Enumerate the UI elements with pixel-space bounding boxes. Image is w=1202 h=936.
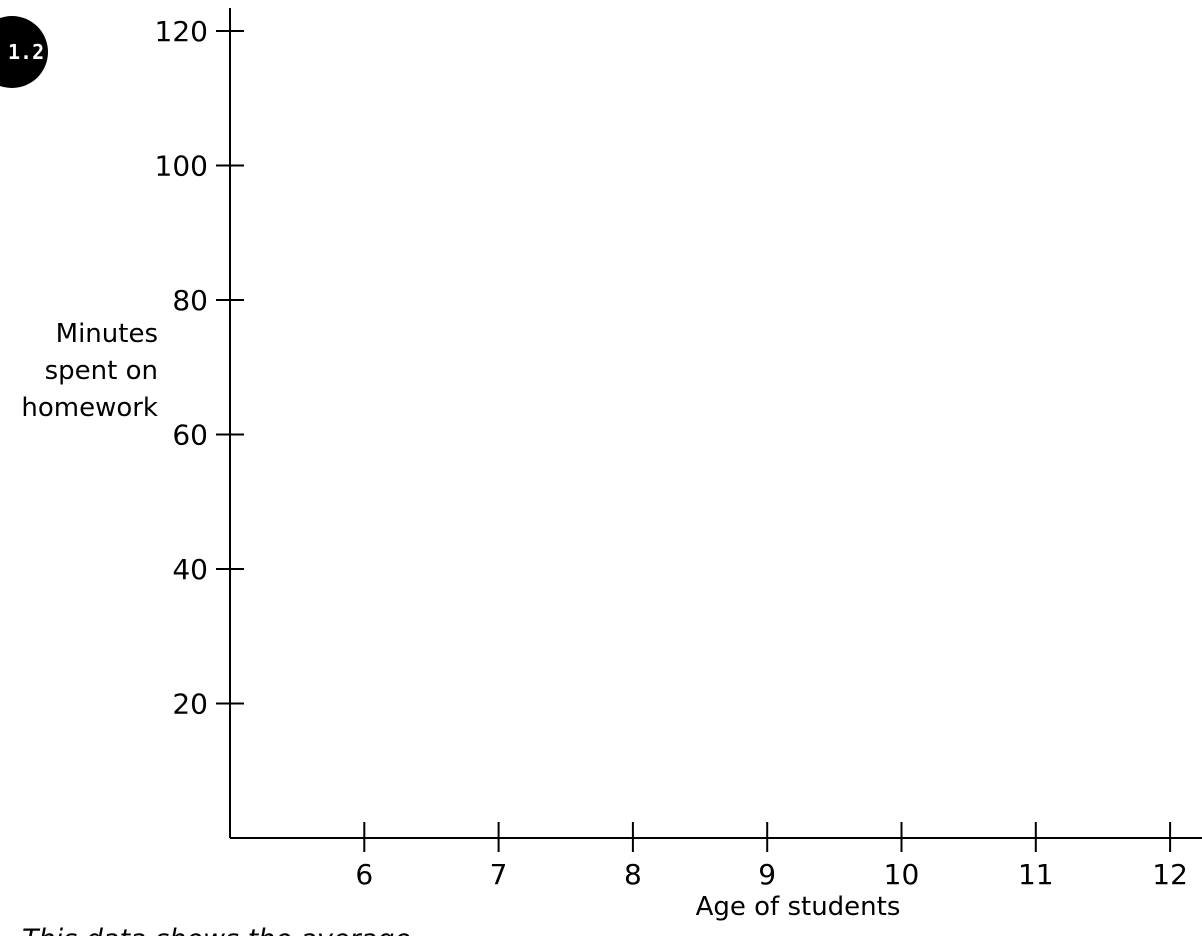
x-tick-label: 11 [1018, 858, 1054, 891]
y-axis-title: Minutes spent on homework [21, 319, 158, 423]
y-axis-title-line: Minutes [56, 319, 158, 349]
y-tick-label: 60 [172, 419, 208, 452]
x-ticks: 6 7 8 9 10 11 12 [355, 822, 1188, 891]
x-tick-label: 9 [758, 858, 776, 891]
y-tick-label: 20 [172, 688, 208, 721]
y-tick-label: 80 [172, 284, 208, 317]
y-axis-title-line: spent on [45, 356, 158, 386]
x-tick-label: 12 [1152, 858, 1188, 891]
badge-label: 1.2 [8, 40, 44, 64]
question-badge: 1.2 [0, 16, 48, 88]
y-tick-label: 100 [155, 150, 208, 183]
x-axis-title: Age of students [696, 892, 901, 922]
y-ticks: 20 40 60 80 100 120 [155, 15, 244, 721]
badge-circle [0, 16, 48, 88]
y-axis-title-line: homework [21, 393, 158, 423]
y-tick-label: 120 [155, 15, 208, 48]
caption-text: This data shows the average [22, 924, 411, 936]
x-tick-label: 10 [884, 858, 920, 891]
y-tick-label: 40 [172, 553, 208, 586]
x-tick-label: 7 [490, 858, 508, 891]
x-tick-label: 8 [624, 858, 642, 891]
x-tick-label: 6 [355, 858, 373, 891]
